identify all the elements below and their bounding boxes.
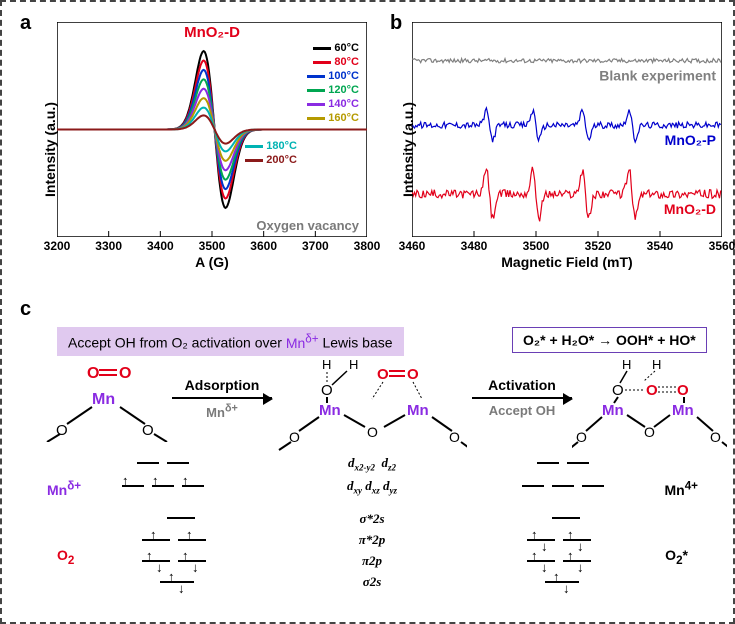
panel-a-tick: 3400 <box>147 239 174 253</box>
svg-text:O: O <box>119 365 131 382</box>
panel-a-annot: Oxygen vacancy <box>256 218 359 233</box>
o2-label-left: O2 <box>57 547 74 567</box>
svg-text:O: O <box>407 366 419 383</box>
mol-mid: H H O O O Mn Mn O OO <box>277 357 467 452</box>
panel-a-tick: 3700 <box>302 239 329 253</box>
svg-text:Mn: Mn <box>672 402 694 419</box>
svg-text:Mn: Mn <box>319 402 341 419</box>
panel-a-xlabel: A (G) <box>57 254 367 270</box>
svg-text:H: H <box>652 357 661 372</box>
svg-text:O: O <box>449 429 460 445</box>
panel-a-tick: 3200 <box>44 239 71 253</box>
legend-item: 160°C <box>307 112 359 124</box>
svg-text:O: O <box>87 365 99 382</box>
mn-delta-label: Mnδ+ <box>47 479 81 498</box>
mol-left: O O Mn OO <box>42 362 172 442</box>
legend-item: 120°C <box>307 84 359 96</box>
orb-sigma-star: σ*2s <box>332 511 412 527</box>
panel-a-tick: 3600 <box>250 239 277 253</box>
panel-b-xlabel: Magnetic Field (mT) <box>412 254 722 270</box>
panel-b-label: b <box>390 12 402 35</box>
svg-text:MnO₂-P: MnO₂-P <box>665 132 716 148</box>
panel-a-tick: 3300 <box>95 239 122 253</box>
panel-b-tick: 3520 <box>585 239 612 253</box>
orb-pi-star: π*2p <box>332 532 412 548</box>
panel-a-ylabel: Intensity (a.u.) <box>42 102 58 197</box>
svg-text:H: H <box>349 357 358 372</box>
orb-d-bot: dxy dxz dyz <box>302 478 442 496</box>
svg-text:O: O <box>321 382 333 399</box>
svg-text:O: O <box>377 366 389 383</box>
panel-b-tick: 3480 <box>461 239 488 253</box>
svg-text:H: H <box>322 357 331 372</box>
panel-b-tick: 3560 <box>709 239 735 253</box>
orb-d-top: dx2-y2 dz2 <box>312 455 432 473</box>
box-reaction: O₂* + H₂O* → OOH* + HO* <box>512 327 707 353</box>
legend-item: 200°C <box>245 154 297 166</box>
svg-text:O: O <box>677 382 689 399</box>
svg-text:O: O <box>142 422 154 439</box>
panel-a-tick: 3500 <box>199 239 226 253</box>
panel-a-svg <box>57 22 367 237</box>
svg-text:O: O <box>646 382 658 399</box>
panel-a-plot: MnO₂-D Oxygen vacancy 60°C 80°C 100°C 120°C… <box>57 22 367 237</box>
panel-b-tick: 3540 <box>647 239 674 253</box>
legend-item: 180°C <box>245 140 297 152</box>
orb-sigma: σ2s <box>332 574 412 590</box>
panel-b-tick: 3500 <box>523 239 550 253</box>
legend-item: 140°C <box>307 98 359 110</box>
svg-text:O: O <box>644 424 655 440</box>
svg-text:Mn: Mn <box>602 402 624 419</box>
svg-text:O: O <box>612 382 624 399</box>
svg-text:O: O <box>710 429 721 445</box>
panel-a-tick: 3800 <box>354 239 381 253</box>
svg-text:Mn: Mn <box>92 391 115 408</box>
svg-text:H: H <box>622 357 631 372</box>
panel-b-ylabel: Intensity (a.u.) <box>400 102 416 197</box>
legend-item: 100°C <box>307 70 359 82</box>
legend-item: 80°C <box>313 56 359 68</box>
mol-right: HH O O O Mn Mn O OO <box>572 357 727 452</box>
panel-b-svg: Blank experiment MnO₂-P MnO₂-D <box>412 22 722 237</box>
panel-c: Accept OH from O₂ activation over Mnδ+ L… <box>12 327 723 612</box>
step2-label: Activation <box>472 377 572 393</box>
panel-b-plot: Blank experiment MnO₂-P MnO₂-D <box>412 22 722 237</box>
step1-sub: Mnδ+ <box>172 403 272 420</box>
orb-pi: π2p <box>332 553 412 569</box>
o2-label-right: O2* <box>665 547 688 567</box>
panel-a-label: a <box>20 12 31 35</box>
svg-text:MnO₂-D: MnO₂-D <box>664 201 716 217</box>
box-accept-oh: Accept OH from O₂ activation over Mnδ+ L… <box>57 327 404 356</box>
panel-c-label: c <box>20 298 31 321</box>
panel-a-title: MnO₂-D <box>57 24 367 41</box>
legend-item: 60°C <box>313 42 359 54</box>
arrow-adsorption <box>172 397 272 399</box>
step2-sub: Accept OH <box>472 403 572 418</box>
arrow-activation <box>472 397 572 399</box>
mn4-label: Mn4+ <box>664 479 698 498</box>
svg-text:O: O <box>367 424 378 440</box>
svg-text:Blank experiment: Blank experiment <box>599 68 716 84</box>
panel-b-tick: 3460 <box>399 239 426 253</box>
svg-text:Mn: Mn <box>407 402 429 419</box>
step1-label: Adsorption <box>172 377 272 393</box>
